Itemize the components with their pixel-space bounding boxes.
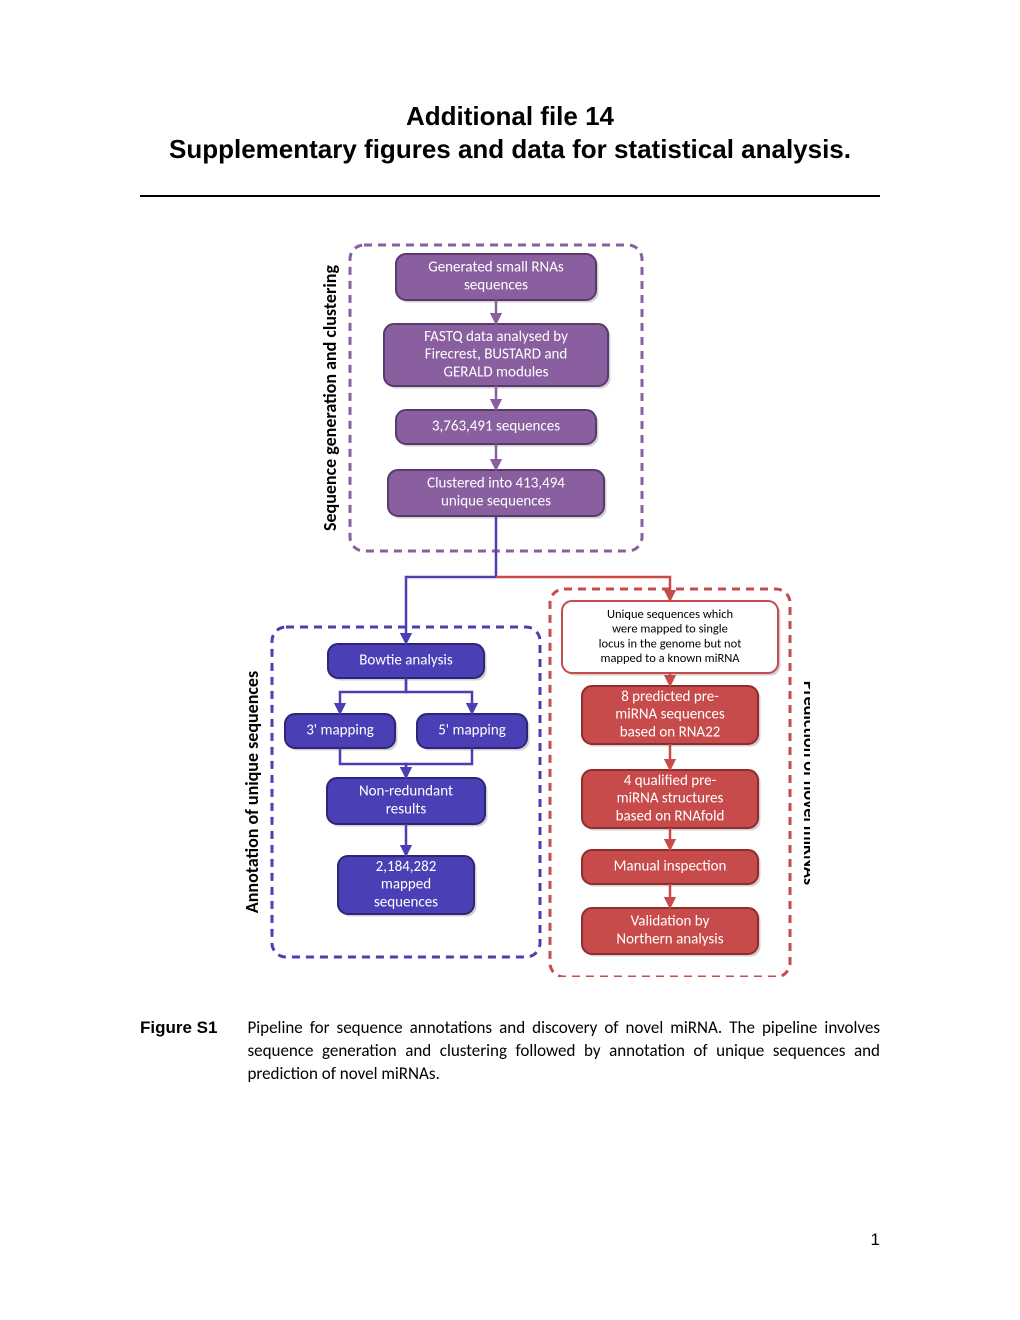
node-text-b5-2: sequences — [374, 893, 438, 911]
node-text-r1-0: Unique sequences which — [607, 607, 733, 622]
group-label-left: Annotation of unique sequences — [241, 671, 263, 913]
node-text-n4-1: unique sequences — [441, 492, 551, 510]
flowchart-container: Sequence generation and clustering Annota… — [140, 237, 880, 977]
node-text-n1-1: sequences — [464, 276, 528, 294]
node-text-r1-3: mapped to a known miRNA — [600, 651, 740, 666]
node-text-r3-1: miRNA structures — [617, 790, 724, 808]
node-text-b4-1: results — [386, 800, 427, 818]
edge-b1-b3 — [406, 678, 472, 714]
node-text-n2-0: FASTQ data analysed by — [424, 328, 568, 346]
page-number: 1 — [871, 1230, 880, 1250]
edge-b2-b4 — [340, 748, 406, 778]
node-text-b3-0: 5' mapping — [438, 722, 506, 740]
node-text-r2-2: based on RNA22 — [620, 723, 721, 741]
node-text-n2-2: GERALD modules — [444, 363, 549, 381]
title-line-1: Additional file 14 — [140, 100, 880, 133]
caption-text: Pipeline for sequence annotations and di… — [247, 1017, 880, 1086]
node-text-r2-1: miRNA sequences — [615, 706, 725, 724]
node-text-r2-0: 8 predicted pre- — [621, 688, 719, 706]
node-text-r4-0: Manual inspection — [614, 858, 727, 876]
figure-caption: Figure S1 Pipeline for sequence annotati… — [140, 1017, 880, 1086]
group-label-top: Sequence generation and clustering — [319, 265, 341, 531]
title-rule — [140, 195, 880, 197]
page-title: Additional file 14 Supplementary figures… — [140, 100, 880, 165]
connector-top-to-left — [406, 516, 496, 644]
edge-b1-b2 — [340, 678, 406, 714]
node-text-n4-0: Clustered into 413,494 — [427, 475, 565, 493]
node-text-n3-0: 3,763,491 sequences — [432, 418, 560, 436]
edge-b3-b4 — [406, 748, 472, 778]
node-text-b1-0: Bowtie analysis — [359, 652, 453, 670]
node-text-r1-1: were mapped to single — [612, 622, 728, 637]
title-line-2: Supplementary figures and data for stati… — [140, 133, 880, 166]
node-text-r5-1: Northern analysis — [616, 930, 723, 948]
node-text-r3-2: based on RNAfold — [616, 807, 725, 825]
node-text-b5-1: mapped — [381, 876, 431, 894]
node-text-r1-2: locus in the genome but not — [599, 636, 742, 651]
node-text-b4-0: Non-redundant — [359, 783, 453, 801]
node-text-r5-0: Validation by — [631, 913, 710, 931]
flowchart-svg: Sequence generation and clustering Annota… — [210, 237, 810, 977]
node-text-n1-0: Generated small RNAs — [428, 259, 564, 277]
node-text-b2-0: 3' mapping — [306, 722, 374, 740]
node-text-b5-0: 2,184,282 — [376, 858, 437, 876]
node-text-r3-0: 4 qualified pre- — [624, 772, 717, 790]
node-text-n2-1: Firecrest, BUSTARD and — [425, 346, 568, 364]
group-label-right: Prediction of novel miRNAs — [799, 681, 810, 885]
caption-label: Figure S1 — [140, 1017, 217, 1086]
